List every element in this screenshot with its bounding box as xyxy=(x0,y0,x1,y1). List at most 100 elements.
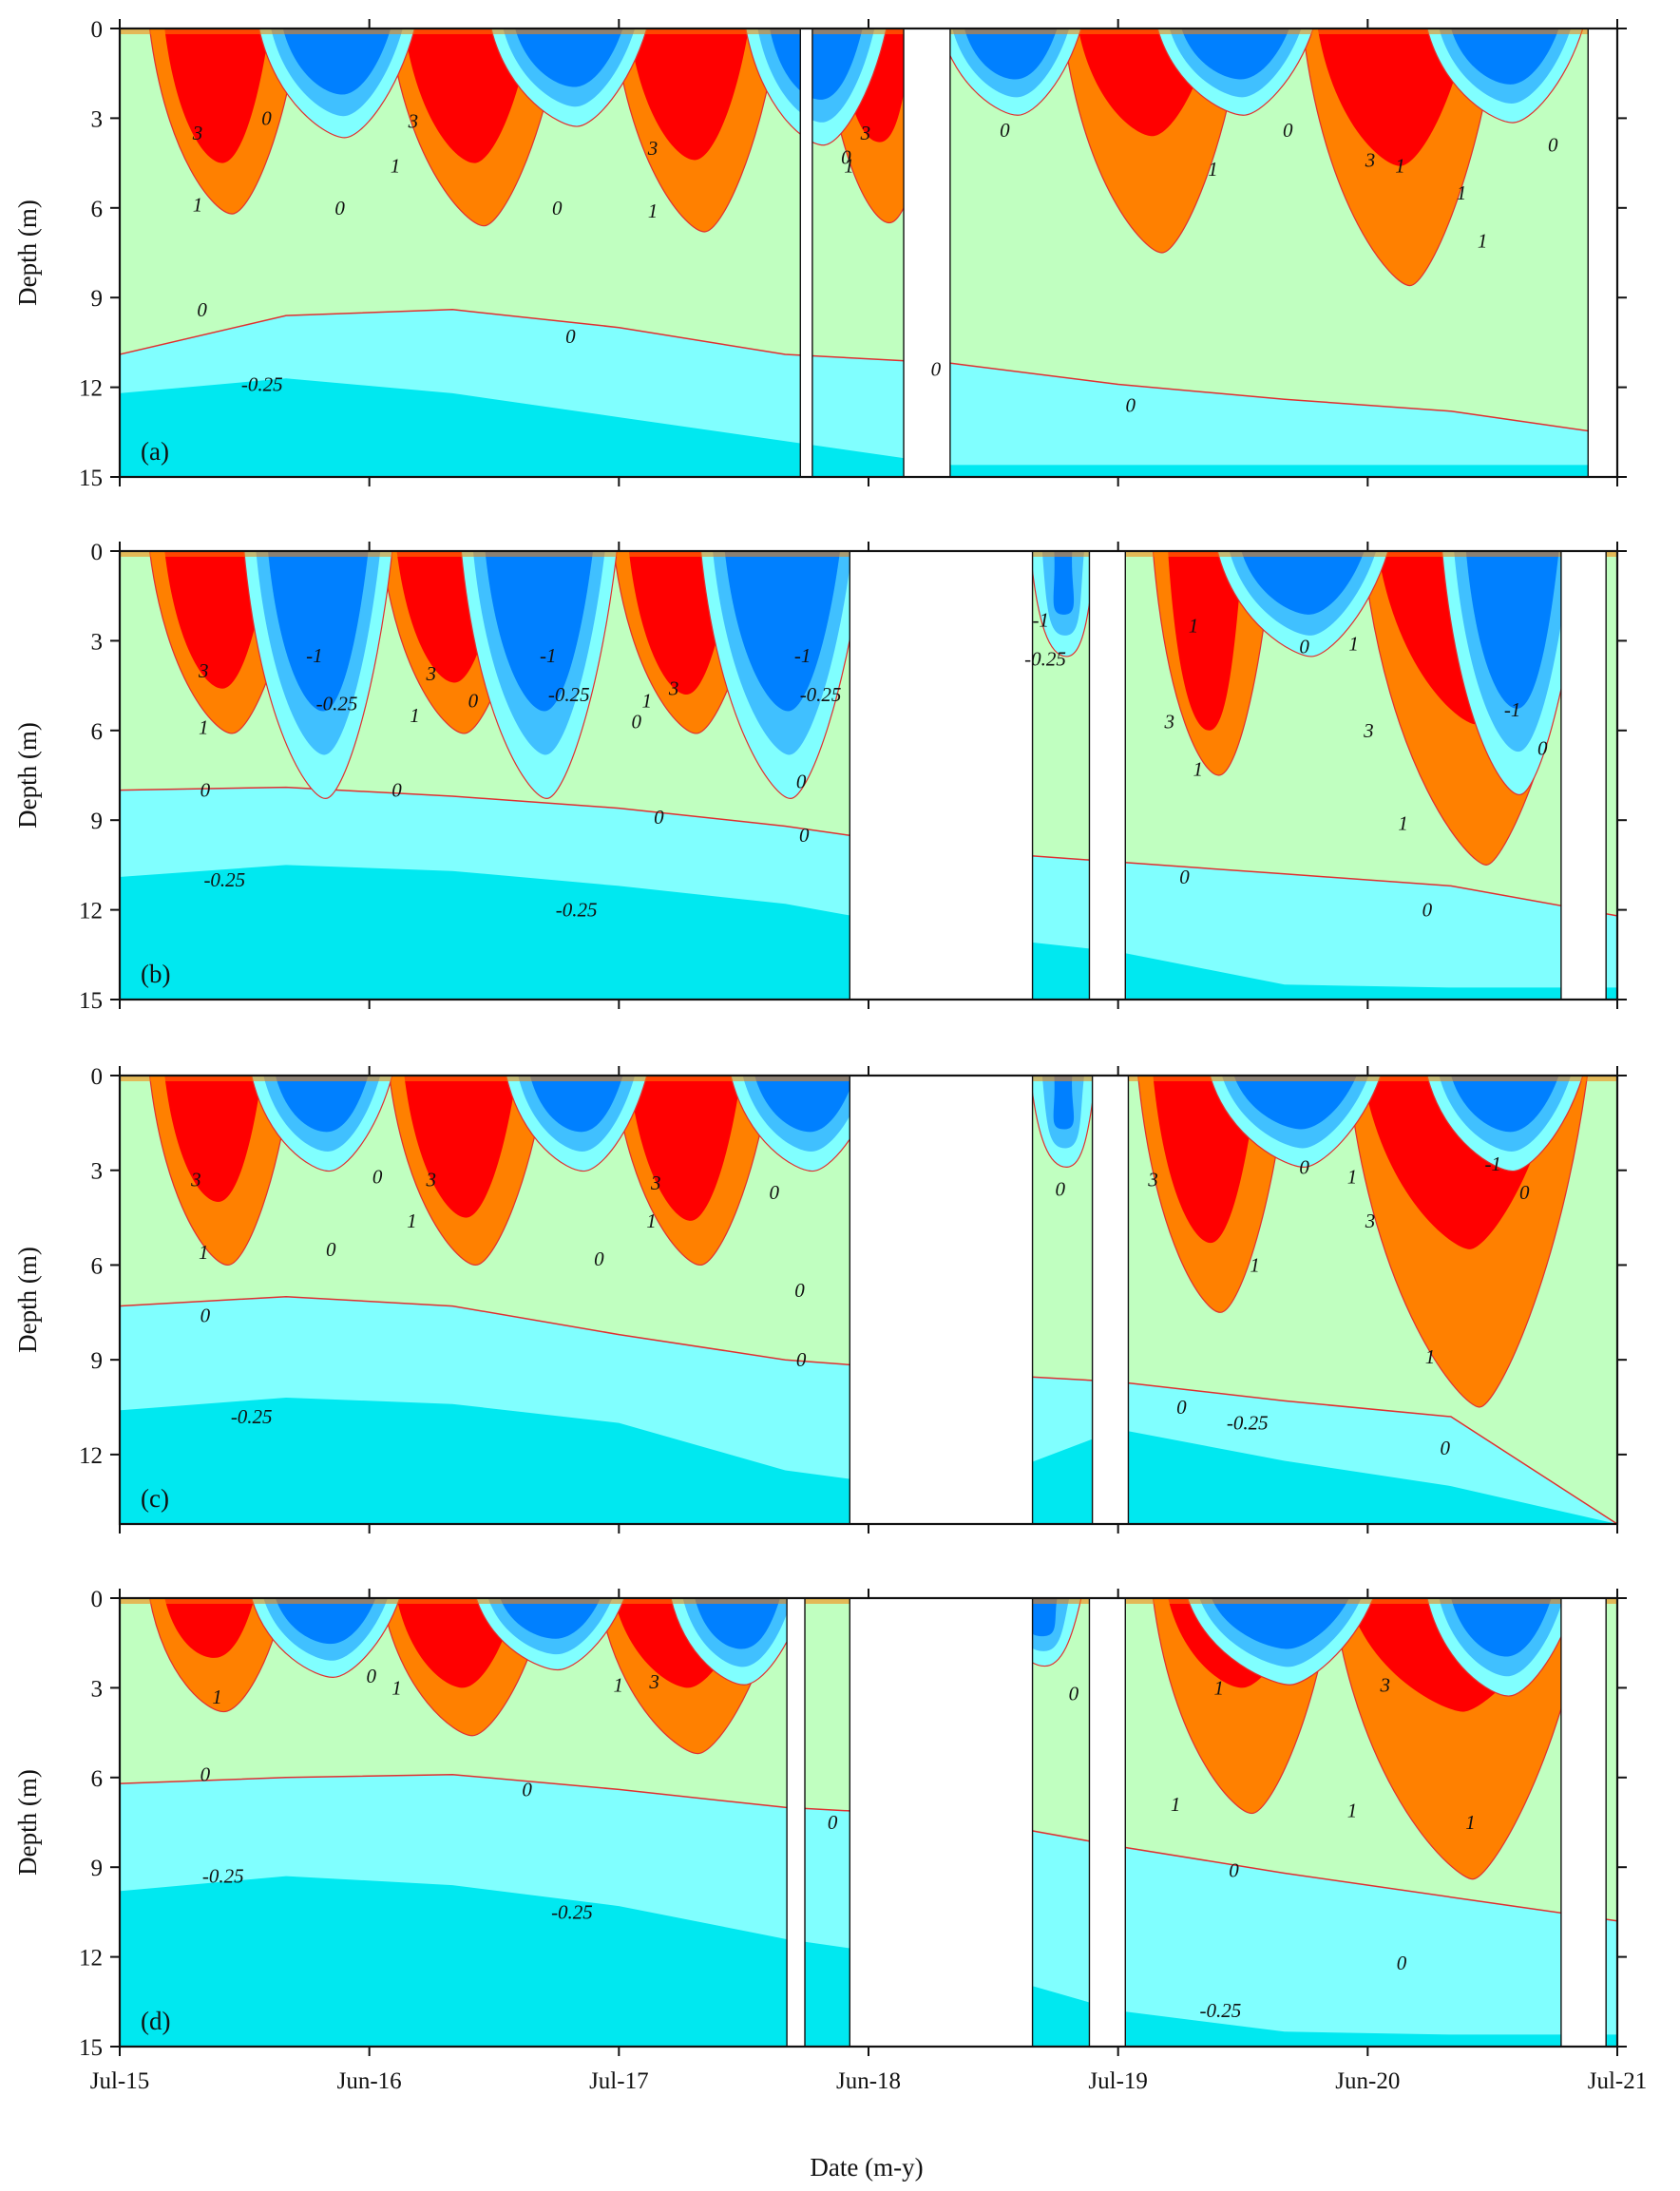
data-gap xyxy=(787,1598,806,2047)
contour-label: 0 xyxy=(468,689,479,712)
data-gap xyxy=(850,1076,1033,1524)
data-gap xyxy=(850,1598,1033,2047)
contour-label: 0 xyxy=(931,358,942,381)
contour-label: 0 xyxy=(841,145,851,168)
cold-cell-1 xyxy=(275,1598,376,1645)
panel-tag: (b) xyxy=(141,960,170,988)
contour-label: -0.25 xyxy=(316,692,358,714)
y-tick-label: 3 xyxy=(91,106,104,132)
contour-label: 0 xyxy=(1397,1952,1407,1974)
contour-label: 1 xyxy=(844,155,854,178)
panel-tag: (a) xyxy=(141,437,169,466)
contour-label: 0 xyxy=(1422,899,1433,922)
cold-cell-1 xyxy=(1451,29,1559,85)
contour-label: -1 xyxy=(1504,698,1521,721)
contour-label: 1 xyxy=(407,1210,417,1232)
data-gap xyxy=(1560,551,1607,1000)
y-axis-label: Depth (m) xyxy=(13,722,42,829)
contour-label: 0 xyxy=(200,779,211,802)
contour-label: 0 xyxy=(594,1248,604,1270)
contour-label: 1 xyxy=(642,689,653,712)
cold-cell-1 xyxy=(754,1076,855,1133)
contour-label: 0 xyxy=(372,1165,383,1188)
y-axis-label: Depth (m) xyxy=(13,200,42,306)
x-tick-label: Jul-21 xyxy=(1588,2068,1648,2094)
x-tick-label: Jul-17 xyxy=(589,2068,649,2094)
data-gap xyxy=(1560,1598,1607,2047)
y-tick-label: 12 xyxy=(79,376,103,402)
y-tick-label: 9 xyxy=(91,1348,104,1374)
contour-label: 0 xyxy=(794,1279,805,1302)
y-tick-label: 0 xyxy=(91,17,104,43)
cold-cell-1 xyxy=(275,1076,369,1133)
contour-label: 0 xyxy=(631,710,641,733)
warm-plume-3 xyxy=(628,29,749,161)
contour-label: 1 xyxy=(1457,181,1467,204)
warm-plume-3 xyxy=(164,1076,262,1202)
contour-label: -1 xyxy=(540,644,557,667)
contour-label: 3 xyxy=(647,137,659,160)
cold-cell-1 xyxy=(1211,1598,1349,1649)
contour-label: -0.25 xyxy=(241,372,283,395)
contour-label: 0 xyxy=(1000,119,1010,142)
contour-label: 3 xyxy=(668,677,679,700)
contour-label: 1 xyxy=(1347,1799,1358,1821)
contour-label: 1 xyxy=(199,716,209,739)
y-tick-label: 12 xyxy=(79,1946,103,1972)
x-tick-label: Jul-15 xyxy=(90,2068,150,2094)
warm-plume-3 xyxy=(404,29,532,163)
contour-label: -0.25 xyxy=(556,899,598,922)
contour-label: 3 xyxy=(648,1670,659,1693)
contour-label: 3 xyxy=(1365,148,1376,171)
contour-label: 1 xyxy=(1425,1345,1436,1368)
cold-layer-025 xyxy=(120,378,1617,477)
contour-label: 0 xyxy=(1537,737,1548,760)
y-tick-label: 6 xyxy=(91,1766,104,1792)
contour-label: 0 xyxy=(522,1778,532,1800)
contour-label: -0.25 xyxy=(800,683,842,706)
contour-label: 0 xyxy=(1069,1683,1079,1705)
contour-label: 3 xyxy=(198,659,209,682)
contour-label: 0 xyxy=(326,1238,336,1261)
cold-cell-1 xyxy=(1053,551,1075,615)
warm-plume-3 xyxy=(164,1598,255,1658)
contour-label: 3 xyxy=(1164,710,1175,733)
y-tick-label: 6 xyxy=(91,197,104,222)
contour-label: 0 xyxy=(1179,866,1190,888)
contour-label: 1 xyxy=(1465,1811,1476,1834)
contour-label: 0 xyxy=(1283,119,1293,142)
contour-label: 0 xyxy=(367,1665,377,1687)
y-axis-label: Depth (m) xyxy=(13,1769,42,1876)
contour-label: 3 xyxy=(1147,1169,1158,1191)
x-tick-label: Jun-20 xyxy=(1335,2068,1400,2094)
contour-label: -1 xyxy=(306,644,323,667)
contour-label: -0.25 xyxy=(1227,1412,1269,1435)
y-tick-label: 12 xyxy=(79,899,103,924)
contour-label: -1 xyxy=(1032,608,1049,631)
data-gap xyxy=(800,29,812,477)
data-gap xyxy=(1089,1598,1126,2047)
contour-label: 3 xyxy=(1365,1210,1376,1232)
contour-label: 3 xyxy=(408,110,419,133)
warm-plume-3 xyxy=(1317,29,1468,166)
cold-cell-1 xyxy=(515,29,623,87)
warm-plume-3 xyxy=(628,1076,742,1221)
contour-label: 0 xyxy=(261,106,272,129)
contour-label: 1 xyxy=(1478,229,1488,252)
cold-cell-1 xyxy=(529,1076,623,1133)
contour-label: 3 xyxy=(860,122,871,144)
y-axis-label: Depth (m) xyxy=(13,1247,42,1353)
contour-label: 0 xyxy=(796,1348,807,1371)
cold-cell-1 xyxy=(500,1598,601,1639)
contour-label: 0 xyxy=(1441,1437,1451,1459)
contour-label: 0 xyxy=(828,1811,838,1834)
contour-label: 1 xyxy=(1193,758,1203,781)
cold-cell-1 xyxy=(724,551,841,712)
contour-label: 3 xyxy=(426,662,437,685)
y-tick-label: 3 xyxy=(91,629,104,655)
x-axis-label: Date (m-y) xyxy=(810,2153,923,2181)
